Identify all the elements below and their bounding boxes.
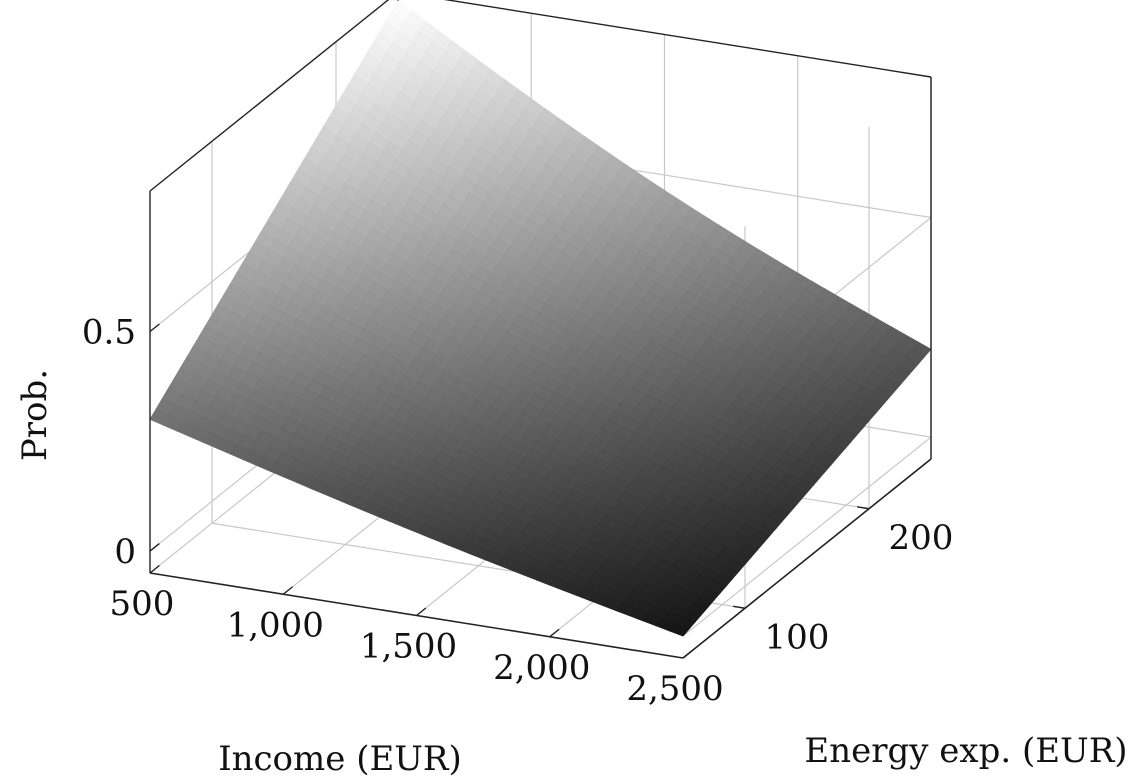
probability-surface: [149, 0, 932, 637]
x-tick-mark: [682, 649, 693, 659]
x-tick-label: 1,000: [227, 605, 324, 645]
x-tick-mark: [282, 586, 294, 595]
x-tick-label: 2,500: [626, 669, 723, 709]
z-axis-title: Prob.: [15, 369, 55, 461]
y-tick-mark: [857, 506, 870, 510]
x-axis-title: Income (EUR): [218, 739, 462, 779]
y-axis-title: Energy exp. (EUR): [804, 731, 1127, 771]
grid-right-z-line: [682, 436, 932, 637]
frame-left-top-edge: [149, 0, 390, 192]
z-tick-mark: [149, 323, 160, 333]
x-tick-label: 500: [110, 584, 175, 624]
surface-patch: [668, 623, 690, 637]
y-tick-label: 200: [889, 518, 954, 558]
x-tick-mark: [416, 607, 427, 617]
frame-back-top-edge: [443, 0, 932, 78]
frame-y-axis-edge: [682, 458, 932, 659]
x-tick-label: 2,000: [493, 648, 590, 688]
z-tick-label: 0: [114, 532, 136, 572]
z-tick-mark: [149, 542, 160, 552]
x-tick-label: 1,500: [360, 627, 457, 667]
axis-labels: 500 1,000 1,500 2,000 2,500 100 200 0 0.5 Income …: [15, 313, 1128, 779]
z-tick-label: 0.5: [82, 313, 136, 353]
y-tick-mark: [733, 605, 746, 609]
axes-box: [149, 0, 932, 659]
x-tick-mark: [549, 628, 560, 638]
y-tick-label: 100: [765, 617, 830, 657]
x-tick-mark: [149, 564, 160, 574]
